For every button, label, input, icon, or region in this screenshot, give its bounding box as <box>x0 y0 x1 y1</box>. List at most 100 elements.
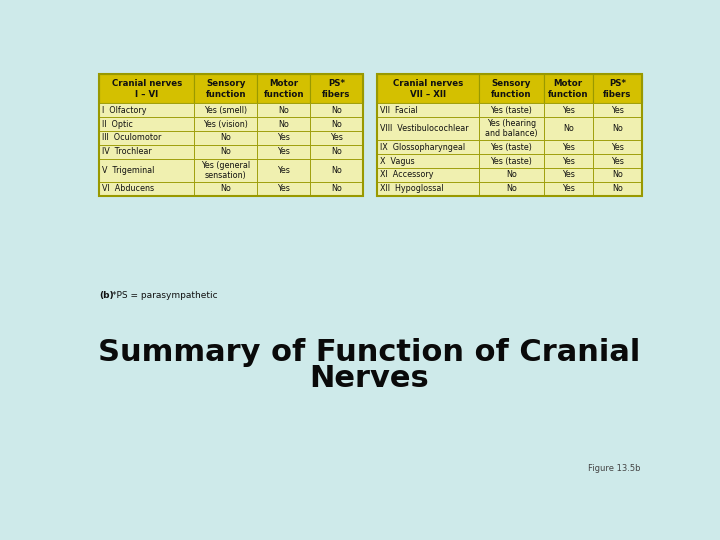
Bar <box>544 140 593 154</box>
Bar <box>479 154 544 168</box>
Text: X  Vagus: X Vagus <box>380 157 415 166</box>
Bar <box>99 103 194 117</box>
Text: No: No <box>506 184 517 193</box>
Text: PS*
fibers: PS* fibers <box>323 79 351 99</box>
Text: No: No <box>506 171 517 179</box>
Text: No: No <box>612 171 623 179</box>
Text: Yes: Yes <box>330 133 343 143</box>
Bar <box>258 103 310 117</box>
Text: VIII  Vestibulocochlear: VIII Vestibulocochlear <box>380 124 469 133</box>
Bar <box>258 145 310 159</box>
Text: III  Oculomotor: III Oculomotor <box>102 133 162 143</box>
Text: Figure 13.5b: Figure 13.5b <box>588 464 640 473</box>
Bar <box>258 131 310 145</box>
Text: Sensory
function: Sensory function <box>205 79 246 99</box>
Bar <box>377 74 479 103</box>
Bar <box>377 117 479 140</box>
Text: Yes: Yes <box>277 133 290 143</box>
Bar <box>194 145 258 159</box>
Bar <box>479 117 544 140</box>
Text: (b): (b) <box>99 291 114 300</box>
Bar <box>593 103 642 117</box>
Bar <box>258 182 310 195</box>
Bar <box>310 159 363 182</box>
Text: V  Trigeminal: V Trigeminal <box>102 166 155 175</box>
Bar <box>99 74 194 103</box>
Bar <box>310 74 363 103</box>
Bar <box>593 182 642 195</box>
Bar <box>593 140 642 154</box>
Text: Cranial nerves
VII – XII: Cranial nerves VII – XII <box>392 79 463 99</box>
Text: PS*
fibers: PS* fibers <box>603 79 631 99</box>
Bar <box>194 117 258 131</box>
Text: I  Olfactory: I Olfactory <box>102 106 147 114</box>
Text: Yes: Yes <box>562 184 575 193</box>
Bar <box>377 140 479 154</box>
Text: No: No <box>612 124 623 133</box>
Bar <box>194 159 258 182</box>
Text: No: No <box>331 184 342 193</box>
Bar <box>544 182 593 195</box>
Text: VI  Abducens: VI Abducens <box>102 184 155 193</box>
Bar <box>194 74 258 103</box>
Text: Yes (taste): Yes (taste) <box>490 157 532 166</box>
Bar <box>377 168 479 182</box>
Bar <box>310 117 363 131</box>
Bar <box>593 117 642 140</box>
Text: No: No <box>279 106 289 114</box>
Text: Yes: Yes <box>562 106 575 114</box>
Text: No: No <box>220 184 231 193</box>
Text: Nerves: Nerves <box>309 364 429 394</box>
Bar <box>544 168 593 182</box>
Text: IV  Trochlear: IV Trochlear <box>102 147 152 156</box>
Text: Motor
function: Motor function <box>264 79 304 99</box>
Text: No: No <box>279 119 289 129</box>
Bar <box>310 131 363 145</box>
Text: Yes (hearing
and balance): Yes (hearing and balance) <box>485 119 538 138</box>
Bar <box>194 103 258 117</box>
Bar <box>377 182 479 195</box>
Bar <box>194 182 258 195</box>
Bar <box>377 154 479 168</box>
Text: VII  Facial: VII Facial <box>380 106 418 114</box>
Text: IX  Glossopharyngeal: IX Glossopharyngeal <box>380 143 465 152</box>
Bar <box>99 74 363 195</box>
Text: No: No <box>331 147 342 156</box>
Text: XI  Accessory: XI Accessory <box>380 171 433 179</box>
Text: No: No <box>331 106 342 114</box>
Text: Yes: Yes <box>277 166 290 175</box>
Bar <box>479 103 544 117</box>
Bar <box>593 168 642 182</box>
Bar <box>258 159 310 182</box>
Bar <box>479 74 544 103</box>
Text: No: No <box>220 147 231 156</box>
Text: No: No <box>220 133 231 143</box>
Bar <box>99 131 194 145</box>
Text: No: No <box>331 119 342 129</box>
Text: No: No <box>563 124 574 133</box>
Text: Yes: Yes <box>611 106 624 114</box>
Text: Yes: Yes <box>562 171 575 179</box>
Bar <box>258 117 310 131</box>
Text: Cranial nerves
I – VI: Cranial nerves I – VI <box>112 79 182 99</box>
Bar <box>310 182 363 195</box>
Text: II  Optic: II Optic <box>102 119 133 129</box>
Bar <box>544 117 593 140</box>
Text: Yes: Yes <box>562 157 575 166</box>
Text: Yes (general
sensation): Yes (general sensation) <box>201 160 251 180</box>
Text: Yes: Yes <box>611 157 624 166</box>
Text: *PS = parasympathetic: *PS = parasympathetic <box>112 291 217 300</box>
Text: No: No <box>612 184 623 193</box>
Text: Summary of Function of Cranial: Summary of Function of Cranial <box>98 338 640 367</box>
Text: Yes (taste): Yes (taste) <box>490 106 532 114</box>
Text: Sensory
function: Sensory function <box>491 79 531 99</box>
Bar <box>310 103 363 117</box>
Text: Yes (taste): Yes (taste) <box>490 143 532 152</box>
Bar <box>479 182 544 195</box>
Bar <box>99 182 194 195</box>
Text: Motor
function: Motor function <box>548 79 588 99</box>
Bar <box>99 159 194 182</box>
Bar <box>377 103 479 117</box>
Bar <box>593 154 642 168</box>
Text: Yes: Yes <box>277 147 290 156</box>
